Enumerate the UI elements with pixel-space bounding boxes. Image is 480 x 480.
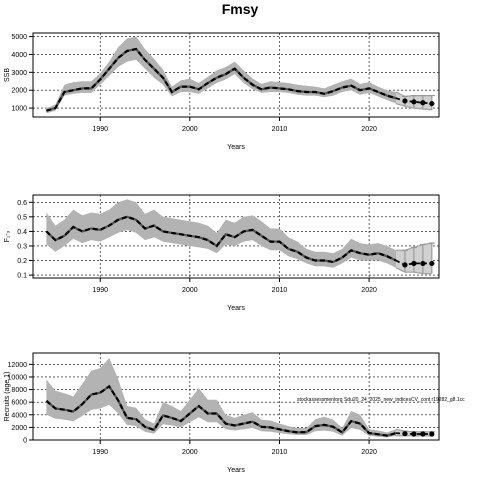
projection-point [402,431,408,437]
projection-point [411,99,417,105]
y-tick-label: 0.2 [17,258,27,265]
projection-point [411,431,417,437]
projection-point [429,431,435,437]
x-tick-label: 2010 [272,126,288,133]
projection-line [395,97,432,105]
y-axis-label: SSB [4,68,11,82]
x-tick-label: 2000 [182,126,198,133]
figure-annotation: stockassessmentorg Sdu20_24_2025_new_ind… [297,397,465,403]
confidence-band [46,358,397,438]
x-tick-label: 2020 [361,287,377,294]
x-axis-label: Years [227,305,245,312]
projection-point [402,262,408,268]
y-axis-label: Recruits (age 1) [4,372,11,422]
x-tick-label: 2000 [182,449,198,456]
y-tick-label: 10000 [8,374,28,381]
x-tick-label: 2020 [361,126,377,133]
y-tick-label: 1000 [11,106,27,113]
panels: 1990 2000 2010 2020 1000 2000 3000 4000 5000 Year… [4,32,440,474]
y-tick-label: 0.4 [17,229,27,236]
plot-frame [32,194,440,279]
projection-point [420,100,426,106]
y-tick-label: 4000 [11,52,27,59]
y-tick-label: 12000 [8,362,28,369]
estimate-line [45,215,397,264]
y-tick-label: 2000 [11,425,27,432]
y-tick-label: 2000 [11,88,27,95]
y-tick-label: 3000 [11,70,27,77]
plot-frame [32,352,440,441]
projection-lower-line [395,267,432,275]
x-tick-label: 2010 [272,449,288,456]
panel-fbar: 1990 2000 2010 2020 0.1 0.2 0.3 0.4 0.5 0.6 Years F… [4,194,440,312]
panel-recruits: 1990 2000 2010 2020 0 2000 4000 6000 8000 10000 12… [4,352,440,474]
projection-point [420,431,426,437]
y-tick-label: 4000 [11,412,27,419]
x-tick-label: 1990 [92,287,108,294]
panel-ssb: 1990 2000 2010 2020 1000 2000 3000 4000 5000 Year… [4,32,440,151]
y-tick-label: 8000 [11,387,27,394]
projection-point [429,260,435,267]
confidence-band [46,199,397,268]
x-tick-label: 2020 [361,449,377,456]
x-tick-label: 1990 [92,126,108,133]
projection-point [411,260,417,267]
y-tick-label: 6000 [11,400,27,407]
y-tick-label: 0.3 [17,243,27,250]
y-tick-label: 0.1 [17,273,27,280]
y-tick-label: 5000 [11,34,27,41]
y-axis-label: F₁-₃ [4,230,11,242]
projection-point [420,260,426,267]
y-tick-label: 0 [23,438,27,445]
x-tick-label: 2010 [272,287,288,294]
projection-point [429,100,435,107]
y-tick-label: 0.6 [17,200,27,207]
x-axis-label: Years [227,144,245,151]
x-tick-label: 2000 [182,287,198,294]
projection-line [395,259,432,266]
projection-point [402,98,408,104]
figure-title: Fmsy [222,1,259,17]
x-axis-label: Years [227,467,245,474]
estimate-line [46,47,397,112]
x-tick-label: 1990 [92,449,108,456]
plot-frame [32,32,440,118]
estimate-line [45,384,397,437]
projection-lower-line [395,103,432,111]
y-tick-label: 0.5 [17,214,27,221]
